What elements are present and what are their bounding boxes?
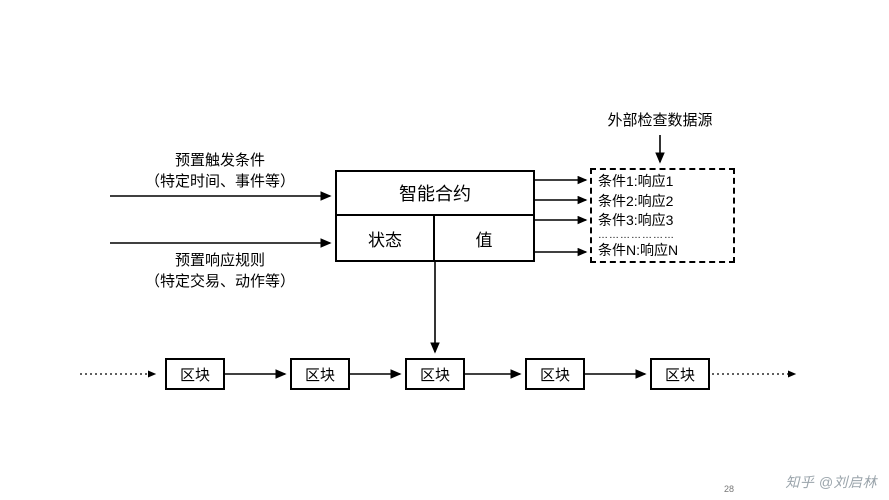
trigger-line1: 预置触发条件 bbox=[130, 150, 310, 171]
cond-ellipsis: ………………… bbox=[592, 231, 733, 241]
cond-n: 条件N:响应N bbox=[592, 241, 733, 261]
block-4: 区块 bbox=[525, 358, 585, 390]
block-2: 区块 bbox=[290, 358, 350, 390]
cond-1: 条件1:响应1 bbox=[592, 172, 733, 192]
watermark: 知乎 @刘启林 bbox=[785, 472, 877, 492]
block-1: 区块 bbox=[165, 358, 225, 390]
state-label: 状态 bbox=[368, 226, 402, 251]
block-5: 区块 bbox=[650, 358, 710, 390]
contract-box: 智能合约 bbox=[335, 170, 535, 216]
response-label: 预置响应规则 （特定交易、动作等） bbox=[130, 250, 310, 292]
conditions-box: 条件1:响应1 条件2:响应2 条件3:响应3 ………………… 条件N:响应N bbox=[590, 168, 735, 263]
contract-label: 智能合约 bbox=[399, 180, 471, 206]
cond-2: 条件2:响应2 bbox=[592, 192, 733, 212]
response-line2: （特定交易、动作等） bbox=[130, 271, 310, 292]
response-line1: 预置响应规则 bbox=[130, 250, 310, 271]
external-source-label: 外部检查数据源 bbox=[595, 110, 725, 131]
trigger-label: 预置触发条件 （特定时间、事件等） bbox=[130, 150, 310, 192]
state-box: 状态 bbox=[335, 216, 435, 262]
page-number: 28 bbox=[724, 484, 734, 494]
trigger-line2: （特定时间、事件等） bbox=[130, 171, 310, 192]
block-3: 区块 bbox=[405, 358, 465, 390]
cond-3: 条件3:响应3 bbox=[592, 211, 733, 231]
value-label: 值 bbox=[476, 226, 493, 251]
value-box: 值 bbox=[435, 216, 535, 262]
